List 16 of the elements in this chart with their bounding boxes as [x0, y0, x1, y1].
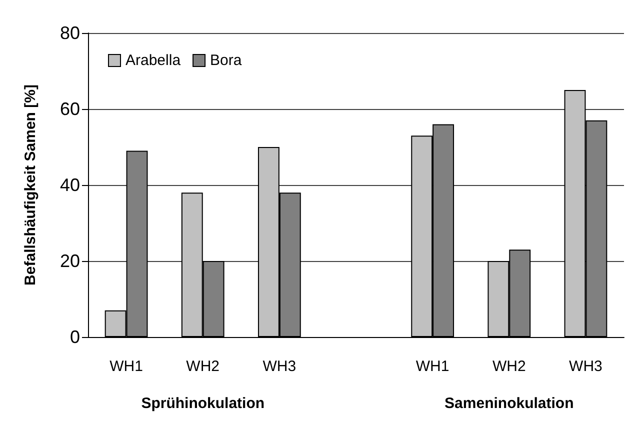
x-tick-label: WH1	[110, 358, 143, 375]
legend-label: Bora	[210, 52, 242, 69]
text: Sameninokulation	[444, 395, 574, 412]
y-tick-label: 0	[70, 327, 80, 347]
y-tick-label: 80	[60, 23, 80, 43]
x-tick-label: WH1	[416, 358, 450, 375]
x-tick-label: WH2	[186, 358, 220, 375]
legend-label: Arabella	[126, 52, 182, 69]
x-tick-label: WH3	[569, 358, 602, 375]
y-axis-title: Befallshäufigkeit Samen [%]	[22, 84, 39, 286]
y-tick-label: 60	[60, 99, 80, 119]
text: Sprühinokulation	[141, 395, 265, 412]
y-tick-label: 40	[60, 175, 80, 195]
y-tick-label: 20	[60, 251, 80, 271]
x-tick-label: WH3	[262, 358, 296, 375]
x-tick-label: WH2	[492, 358, 526, 375]
